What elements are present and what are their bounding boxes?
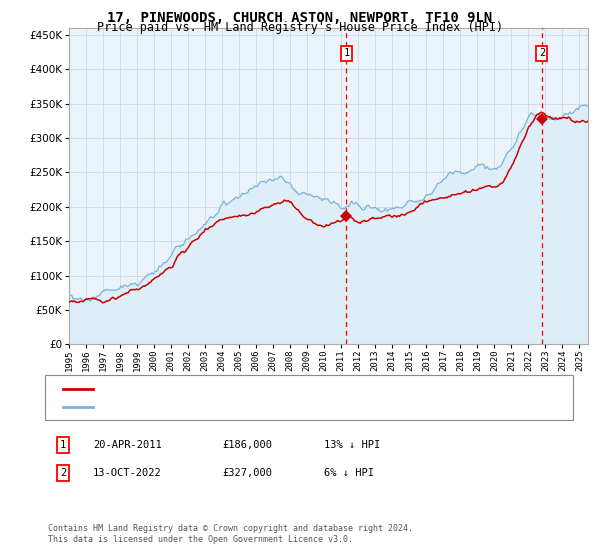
Text: 17, PINEWOODS, CHURCH ASTON, NEWPORT, TF10 9LN: 17, PINEWOODS, CHURCH ASTON, NEWPORT, TF… [107, 11, 493, 25]
Text: HPI: Average price, detached house, Telford and Wrekin: HPI: Average price, detached house, Telf… [99, 402, 416, 412]
Text: 13-OCT-2022: 13-OCT-2022 [93, 468, 162, 478]
Text: This data is licensed under the Open Government Licence v3.0.: This data is licensed under the Open Gov… [48, 535, 353, 544]
Text: £327,000: £327,000 [222, 468, 272, 478]
Text: 1: 1 [60, 440, 66, 450]
Text: 6% ↓ HPI: 6% ↓ HPI [324, 468, 374, 478]
Text: 2: 2 [60, 468, 66, 478]
Text: 1: 1 [343, 48, 349, 58]
Text: £186,000: £186,000 [222, 440, 272, 450]
Text: Contains HM Land Registry data © Crown copyright and database right 2024.: Contains HM Land Registry data © Crown c… [48, 524, 413, 533]
Text: 13% ↓ HPI: 13% ↓ HPI [324, 440, 380, 450]
Text: 17, PINEWOODS, CHURCH ASTON, NEWPORT, TF10 9LN (detached house): 17, PINEWOODS, CHURCH ASTON, NEWPORT, TF… [99, 384, 469, 394]
Text: 20-APR-2011: 20-APR-2011 [93, 440, 162, 450]
Text: Price paid vs. HM Land Registry's House Price Index (HPI): Price paid vs. HM Land Registry's House … [97, 21, 503, 34]
Text: 2: 2 [539, 48, 545, 58]
